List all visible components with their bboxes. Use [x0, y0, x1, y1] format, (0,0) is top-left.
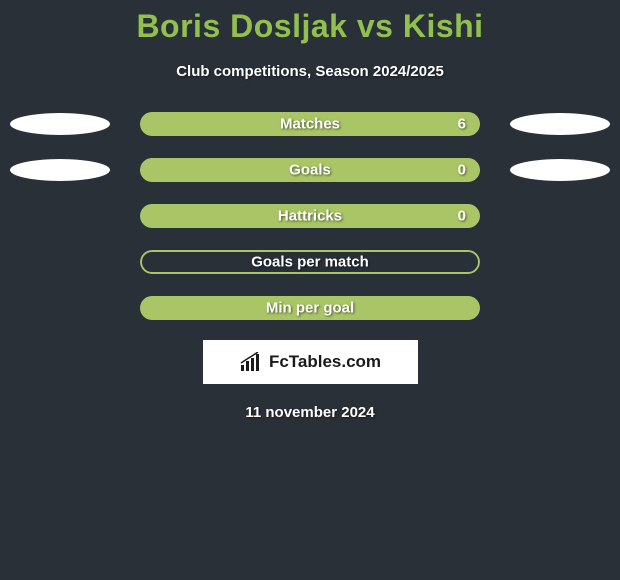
right-ellipse-placeholder: [510, 159, 610, 181]
left-ellipse-placeholder: [10, 113, 110, 135]
bar-value: 0: [458, 162, 466, 179]
stat-row-min-per-goal: Min per goal: [0, 296, 620, 320]
page-title: Boris Dosljak vs Kishi: [0, 0, 620, 45]
bar-track: Goals 0: [140, 158, 480, 182]
stat-row-matches: Matches 6: [0, 112, 620, 136]
subtitle: Club competitions, Season 2024/2025: [0, 63, 620, 80]
stat-bars-container: Matches 6 Goals 0 Hattricks 0 Goals per …: [0, 112, 620, 320]
bar-value: 0: [458, 208, 466, 225]
bar-label: Matches: [280, 116, 340, 133]
bar-value: 6: [458, 116, 466, 133]
right-ellipse-placeholder: [510, 113, 610, 135]
generated-date: 11 november 2024: [0, 404, 620, 421]
bar-track: Matches 6: [140, 112, 480, 136]
bar-track: Goals per match: [140, 250, 480, 274]
bar-label: Min per goal: [266, 300, 354, 317]
bar-chart-icon: [239, 352, 265, 372]
stat-row-hattricks: Hattricks 0: [0, 204, 620, 228]
bar-track: Hattricks 0: [140, 204, 480, 228]
logo-text: FcTables.com: [269, 352, 381, 372]
bar-label: Goals: [289, 162, 331, 179]
fctables-logo[interactable]: FcTables.com: [203, 340, 418, 384]
bar-track: Min per goal: [140, 296, 480, 320]
left-ellipse-placeholder: [10, 159, 110, 181]
bar-label: Goals per match: [251, 254, 369, 271]
stat-row-goals-per-match: Goals per match: [0, 250, 620, 274]
stat-row-goals: Goals 0: [0, 158, 620, 182]
bar-label: Hattricks: [278, 208, 342, 225]
